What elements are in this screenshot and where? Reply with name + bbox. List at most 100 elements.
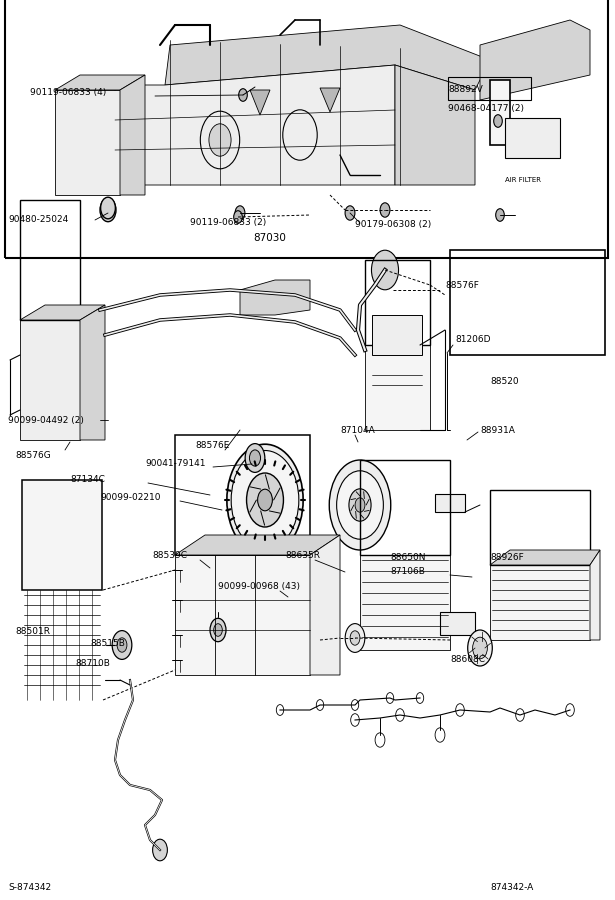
Text: 88576G: 88576G [15,451,51,460]
Circle shape [345,206,355,220]
Circle shape [494,114,502,127]
Circle shape [316,699,323,710]
Text: 88710B: 88710B [75,659,110,668]
Circle shape [153,839,167,860]
Circle shape [247,473,284,527]
Polygon shape [590,550,600,640]
Circle shape [239,89,247,102]
Polygon shape [490,565,590,640]
Circle shape [100,198,116,221]
Circle shape [435,728,445,742]
Text: 88650N: 88650N [390,554,426,562]
Polygon shape [250,90,270,115]
Polygon shape [20,305,105,320]
Text: 87104A: 87104A [340,426,375,435]
Bar [505,118,560,158]
Polygon shape [365,345,430,430]
Circle shape [210,618,226,642]
Polygon shape [165,25,490,90]
Text: 90041-79141: 90041-79141 [145,458,205,467]
Polygon shape [310,535,340,675]
Circle shape [101,197,116,219]
Circle shape [467,630,492,666]
Polygon shape [175,535,340,555]
Circle shape [416,693,424,704]
Bar [20,200,80,320]
Bar [490,490,590,565]
Circle shape [235,206,245,220]
Text: AIR FILTER: AIR FILTER [505,177,541,183]
Text: 88931A: 88931A [480,426,515,435]
Text: 90099-00968 (43): 90099-00968 (43) [218,582,300,591]
Text: 90179-06308 (2): 90179-06308 (2) [355,220,431,230]
Polygon shape [320,88,340,112]
Circle shape [496,209,504,221]
Circle shape [276,705,284,716]
Text: 88926F: 88926F [490,554,524,562]
Text: 87106B: 87106B [390,568,425,577]
Text: 874342-A: 874342-A [490,884,533,893]
Bar [22,480,102,590]
Text: 90119-06833 (4): 90119-06833 (4) [30,87,106,96]
Text: 88576E: 88576E [195,440,229,449]
Text: 88539C: 88539C [152,551,187,560]
Circle shape [566,704,574,716]
Polygon shape [175,555,310,675]
Circle shape [209,124,231,157]
Circle shape [213,624,222,636]
Circle shape [351,714,359,726]
Circle shape [350,631,360,645]
Circle shape [104,203,113,216]
Polygon shape [80,305,105,440]
Text: 88520: 88520 [490,377,518,386]
Circle shape [472,637,487,659]
Circle shape [355,498,365,512]
Circle shape [258,490,272,511]
Circle shape [117,638,127,652]
Polygon shape [490,550,600,565]
Bar [175,435,310,555]
Text: 90468-04177 (2): 90468-04177 (2) [448,104,524,112]
Bar [372,315,422,355]
Text: 81206D: 81206D [455,336,491,345]
Text: 90099-02210: 90099-02210 [100,493,161,502]
Bar [440,612,475,635]
Circle shape [375,733,385,747]
Polygon shape [360,555,450,650]
Polygon shape [55,75,145,90]
Text: 90099-04492 (2): 90099-04492 (2) [8,416,84,425]
Circle shape [245,444,265,472]
Bar [5,0,608,258]
Circle shape [200,112,240,169]
Circle shape [336,471,383,539]
Circle shape [386,693,394,704]
Circle shape [456,704,464,716]
Circle shape [380,202,390,217]
Polygon shape [395,65,475,185]
Circle shape [349,489,371,521]
Circle shape [234,211,242,223]
Text: 87030: 87030 [253,233,287,243]
Bar [360,460,450,555]
Circle shape [283,110,317,160]
Bar [450,250,605,355]
Circle shape [516,708,525,721]
Circle shape [371,250,399,290]
Polygon shape [480,20,590,100]
Polygon shape [55,90,120,195]
Polygon shape [115,65,395,185]
Text: 88576F: 88576F [445,281,479,290]
Circle shape [395,708,404,721]
Text: 88515B: 88515B [90,638,125,647]
Text: 88501R: 88501R [15,627,50,636]
Circle shape [227,445,303,556]
Polygon shape [20,320,80,440]
Bar [448,77,531,100]
Polygon shape [240,280,310,315]
Text: 90119-06833 (2): 90119-06833 (2) [190,218,266,227]
Bar [435,494,465,512]
Bar [365,260,430,345]
Circle shape [345,624,365,652]
Text: 88892V: 88892V [448,86,483,94]
Text: 90480-25024: 90480-25024 [8,215,68,224]
